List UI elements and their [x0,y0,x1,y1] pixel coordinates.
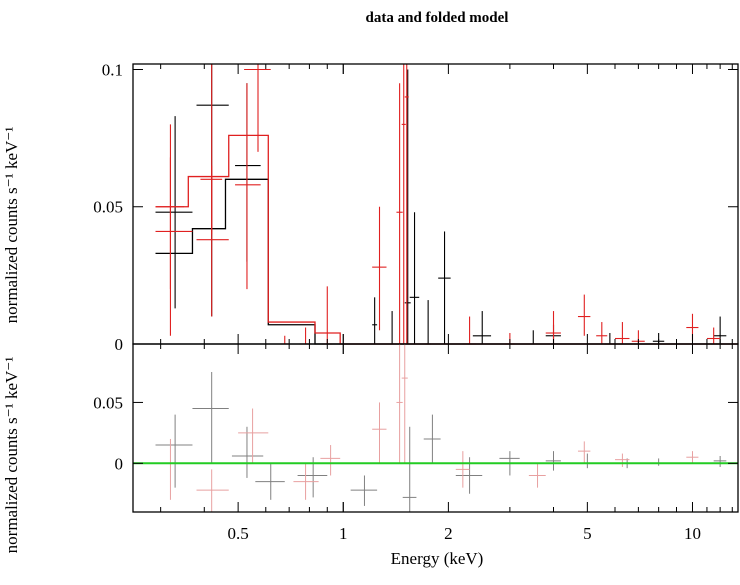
data-point-1 [155,157,193,290]
data-point-1 [706,327,721,344]
data-point-1 [372,206,387,331]
bottom-panel: 00.05 [93,343,739,513]
top-y-tick-label: 0.1 [102,60,123,79]
residual-point-1 [396,344,403,464]
data-point-1 [244,64,271,152]
x-axis-ticks: 0.5 1 2 5 10 [228,524,701,543]
residual-point-1 [155,438,189,500]
x-axis-label: Energy (keV) [391,549,484,568]
x-tick-label: 5 [583,524,592,543]
residual-point-0 [231,426,264,478]
residual-point-0 [155,414,193,488]
residual-point-1 [320,445,341,476]
residual-point-0 [581,453,594,469]
data-point-0 [372,297,378,344]
top-y-tick-label: 0 [115,335,124,354]
data-point-0 [409,212,420,344]
residual-point-0 [545,451,561,471]
residual-point-1 [686,451,699,464]
data-point-1 [577,294,591,336]
data-point-1 [401,64,406,344]
data-point-0 [404,69,411,344]
residual-point-0 [255,463,285,500]
residual-point-0 [713,456,727,467]
residual-point-1 [528,463,546,488]
residual-point-0 [350,475,378,506]
x-tick-label: 0.5 [228,524,249,543]
data-point-0 [389,311,395,345]
residual-point-1 [372,402,387,464]
bottom-y-tick-label: 0 [115,454,124,473]
residual-point-0 [402,426,417,512]
residual-point-0 [192,372,229,464]
residual-point-1 [238,408,269,464]
bottom-panel-frame [132,343,739,513]
data-point-1 [462,316,477,345]
data-point-0 [155,116,193,309]
data-point-1 [196,165,229,317]
data-point-1 [155,124,185,336]
residual-point-1 [455,451,470,488]
top-y-tick-label: 0.05 [93,198,123,217]
data-point-1 [545,311,561,344]
data-point-0 [438,231,451,344]
data-point-1 [200,64,223,235]
bottom-y-tick-label: 0.05 [93,393,123,412]
x-tick-label: 10 [684,524,701,543]
data-point-1 [280,335,290,345]
data-point-1 [596,322,608,344]
data-point-0 [425,300,431,345]
residual-point-1 [293,463,319,500]
residual-point-1 [577,441,591,464]
data-point-0 [196,64,229,317]
data-point-0 [472,311,492,344]
data-point-0 [524,330,542,345]
data-point-1 [615,322,630,344]
data-point-1 [235,83,261,290]
data-point-1 [396,83,403,344]
x-tick-label: 2 [444,524,453,543]
chart-title: data and folded model [366,10,509,26]
data-point-0 [235,83,261,262]
residual-point-1 [615,453,630,467]
model-step-line-0 [155,178,738,345]
model-step-line-1 [155,134,738,345]
top-y-axis-label: normalized counts s⁻¹ keV⁻¹ [2,127,21,324]
data-point-1 [322,286,333,345]
x-tick-label: 1 [339,524,348,543]
data-point-1 [404,64,409,344]
residual-point-0 [652,458,665,466]
bottom-y-axis-label: normalized counts s⁻¹ keV⁻¹ [2,357,21,554]
top-panel: 0 0.05 0.1 [93,60,739,354]
residual-point-0 [423,414,441,464]
residual-point-1 [196,469,229,512]
top-panel-frame [132,63,739,345]
residual-point-1 [401,344,408,464]
data-point-0 [604,333,616,345]
